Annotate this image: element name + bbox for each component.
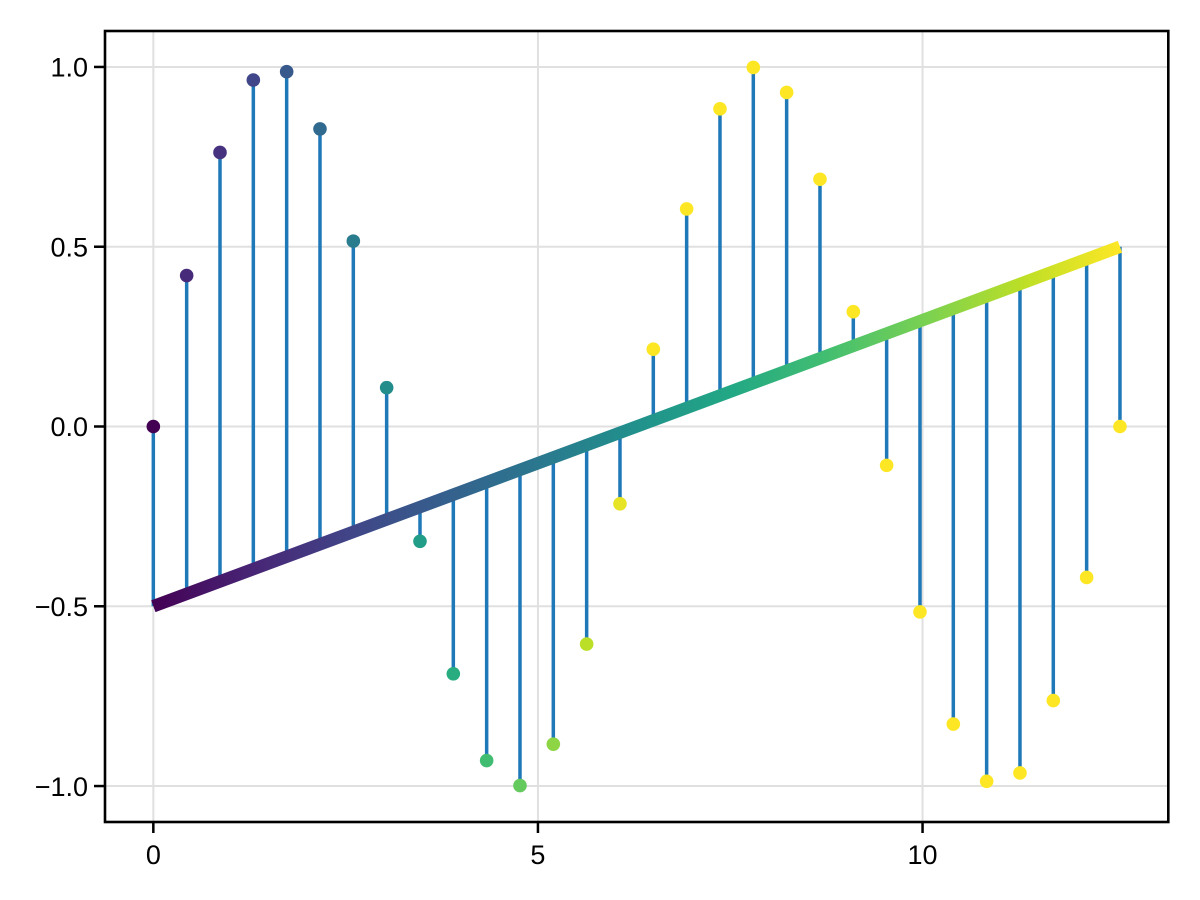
x-tick-label: 10 <box>908 840 938 870</box>
data-point-marker <box>946 717 961 731</box>
data-point-marker <box>846 304 861 319</box>
data-point-marker <box>313 122 327 136</box>
data-point-marker <box>579 637 594 651</box>
data-point-marker <box>146 419 161 434</box>
y-tick-label: 0.5 <box>50 232 88 262</box>
data-point-marker <box>513 778 527 793</box>
data-point-marker <box>246 73 261 87</box>
data-point-marker <box>779 85 794 100</box>
data-point-marker <box>813 172 827 187</box>
y-tick-label: 1.0 <box>50 53 88 83</box>
data-point-marker <box>979 774 994 789</box>
data-point-marker <box>413 534 427 549</box>
data-point-marker <box>679 202 694 216</box>
data-point-marker <box>446 666 461 681</box>
data-point-marker <box>713 102 727 116</box>
axis-spines <box>103 29 1170 824</box>
y-tick-label: −0.5 <box>35 592 88 622</box>
data-point-marker <box>613 497 627 511</box>
data-point-marker <box>213 145 227 160</box>
data-point-marker <box>179 268 194 283</box>
y-tick-label: −1.0 <box>35 772 88 802</box>
data-point-marker <box>879 458 894 473</box>
data-point-marker <box>1046 693 1061 708</box>
data-point-marker <box>279 64 294 79</box>
data-point-marker <box>1079 570 1094 585</box>
x-tick-label: 5 <box>530 840 545 870</box>
y-tick-label: 0.0 <box>50 412 88 442</box>
x-tick-label: 0 <box>146 840 161 870</box>
data-point-marker <box>546 737 561 751</box>
data-point-marker <box>346 234 361 248</box>
data-point-marker <box>1013 766 1027 780</box>
data-point-marker <box>913 605 927 619</box>
data-point-marker <box>379 380 394 395</box>
data-point-marker <box>1113 419 1127 434</box>
data-point-marker <box>479 753 494 768</box>
data-point-marker <box>646 342 661 356</box>
trunk-line <box>151 240 1123 613</box>
data-point-marker <box>746 60 761 75</box>
